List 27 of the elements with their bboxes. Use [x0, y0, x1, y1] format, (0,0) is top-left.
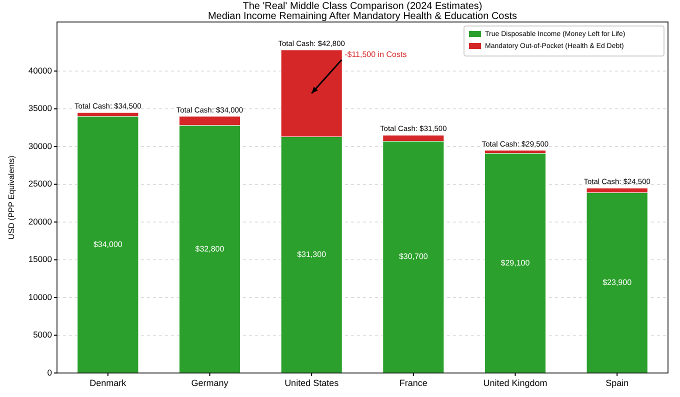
chart-title: The 'Real' Middle Class Comparison (2024 Estimates)	[242, 1, 482, 12]
y-tick-label: 30000	[28, 140, 52, 151]
y-tick-label: 35000	[28, 103, 52, 114]
y-tick-label: 0	[47, 367, 52, 378]
annotation: -$11,500 in Costs	[344, 50, 407, 59]
y-tick-label: 5000	[33, 330, 52, 340]
y-tick-label: 40000	[28, 65, 52, 76]
y-axis-title: USD (PPP Equivalents)	[7, 155, 16, 240]
data-label: $23,900	[602, 278, 632, 287]
x-tick-label: Germany	[191, 378, 229, 388]
data-label: $30,700	[398, 252, 428, 262]
x-tick-label: United Kingdom	[483, 378, 548, 388]
chart-subtitle: Median Income Remaining After Mandatory Health & Education Costs	[208, 11, 518, 22]
x-tick-label: United States	[284, 378, 340, 388]
x-tick-label: France	[399, 378, 428, 388]
y-tick-label: 25000	[28, 178, 52, 189]
x-tick-label: Spain	[606, 378, 629, 388]
bar	[77, 116, 139, 374]
data-label: $34,000	[93, 240, 123, 249]
y-tick-label: 20000	[28, 216, 52, 226]
y-tick-label: 10000	[28, 292, 52, 302]
data-label: $29,100	[500, 258, 530, 268]
data-label: $31,300	[297, 250, 327, 259]
bar	[484, 153, 546, 374]
data-label: $32,800	[195, 244, 225, 254]
y-tick-label: 15000	[28, 254, 52, 264]
x-tick-label: Denmark	[90, 378, 127, 388]
